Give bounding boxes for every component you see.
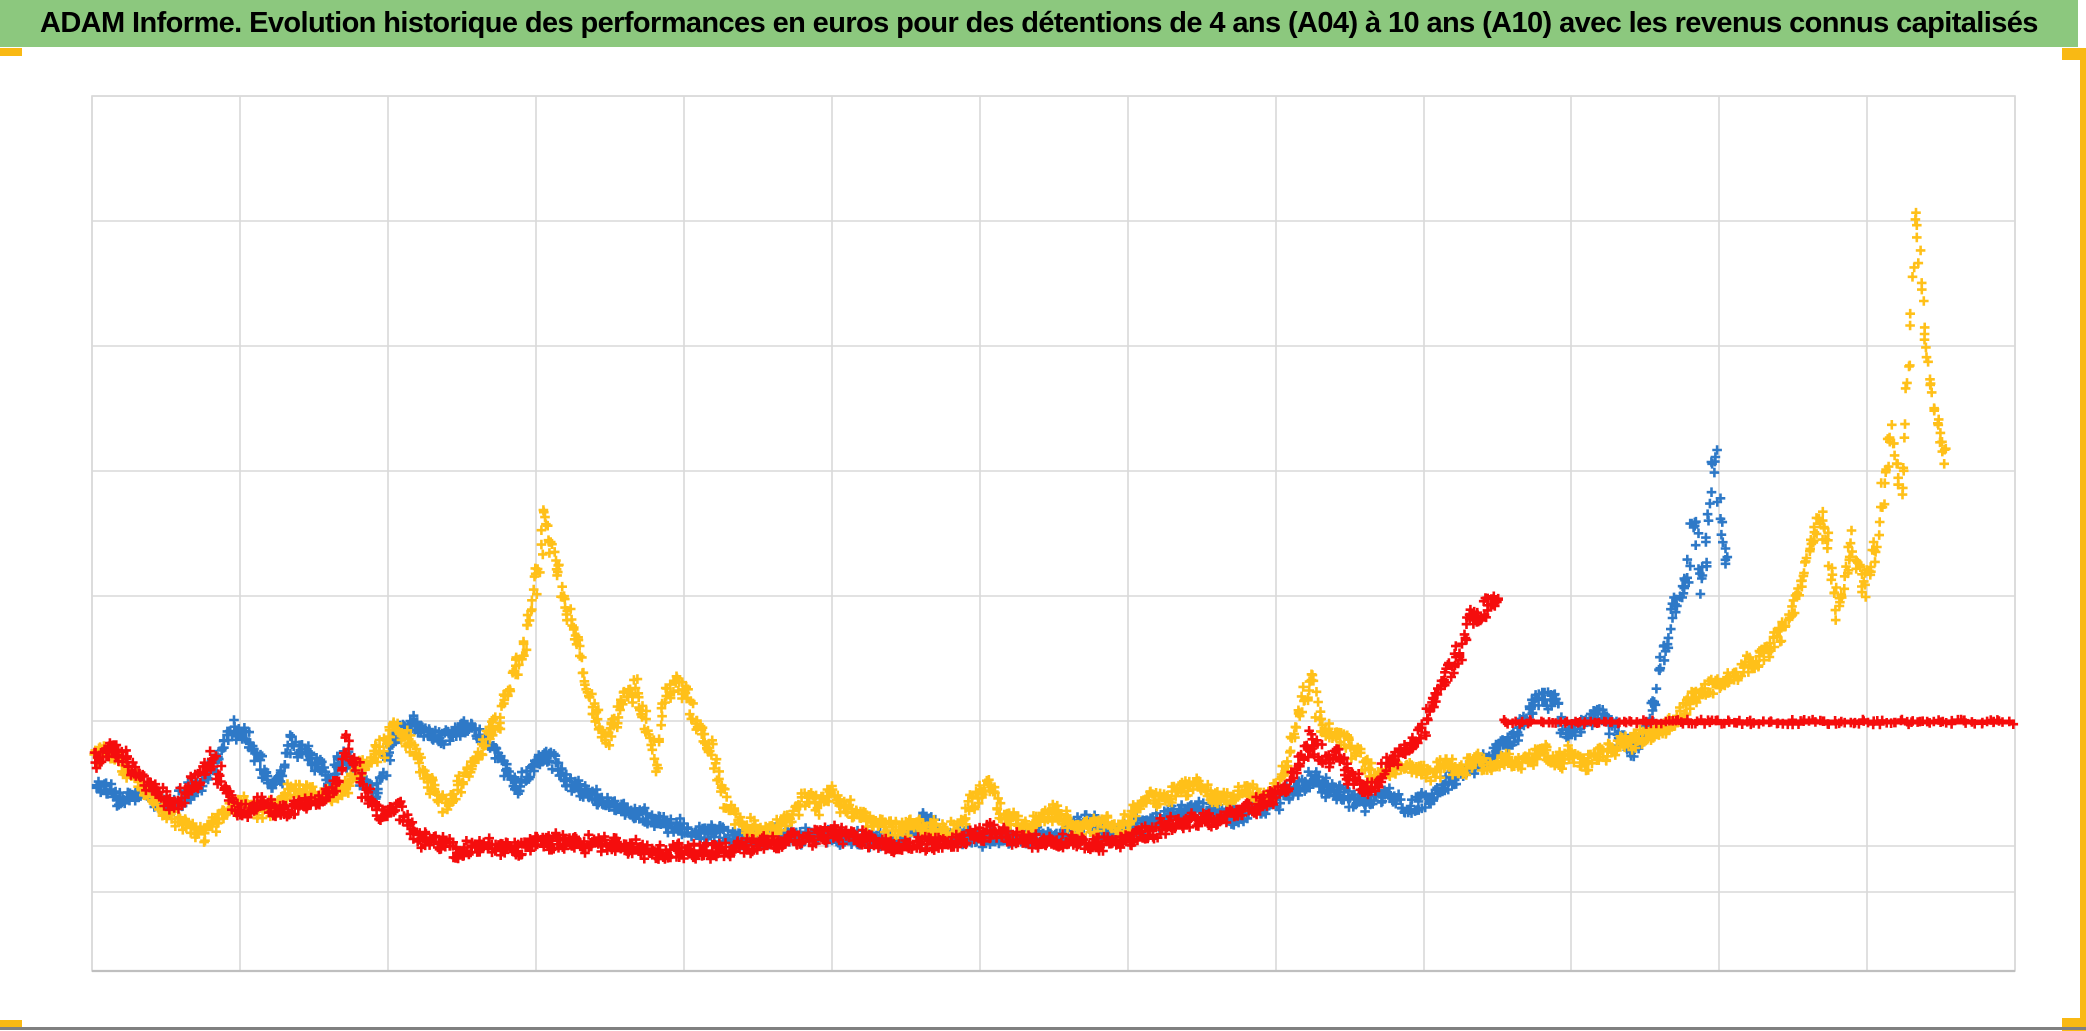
accent-bottom-left-mark [0, 1020, 22, 1028]
page-bottom-line [0, 1027, 2086, 1030]
accent-top-left-mark [0, 48, 22, 56]
report-title: ADAM Informe. Evolution historique des p… [40, 7, 2038, 39]
accent-right-border [2080, 48, 2086, 1031]
report-title-bar: ADAM Informe. Evolution historique des p… [0, 0, 2078, 47]
accent-top-right-bracket [2062, 48, 2086, 60]
